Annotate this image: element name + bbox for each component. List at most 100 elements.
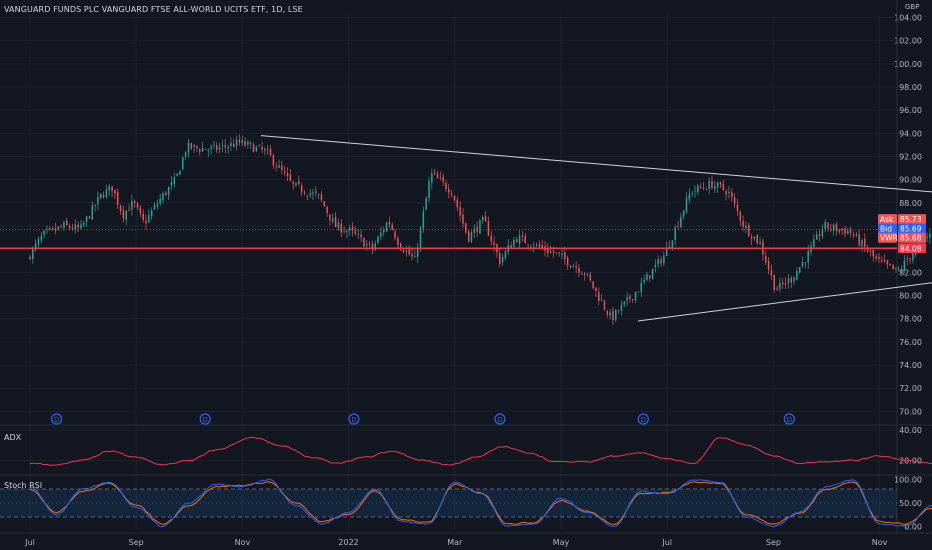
candle-up — [80, 224, 82, 229]
candle-up — [159, 198, 161, 204]
dividend-marker-label: D — [203, 416, 208, 424]
candle-up — [382, 230, 385, 233]
candle-up — [176, 173, 178, 176]
candle-up — [821, 229, 824, 236]
candle-up — [332, 218, 334, 222]
candle-up — [665, 247, 668, 257]
candle-down — [668, 246, 671, 248]
candle-down — [765, 256, 767, 263]
candle-down — [547, 248, 549, 253]
candle-up — [651, 268, 654, 280]
candle-down — [781, 282, 784, 284]
candle-down — [499, 253, 501, 264]
time-tick-label: May — [553, 538, 570, 547]
candle-up — [295, 182, 297, 186]
candle-down — [869, 251, 872, 252]
candle-up — [691, 193, 693, 194]
candle-down — [578, 267, 580, 273]
candle-up — [646, 274, 648, 281]
candle-down — [632, 299, 634, 300]
lower-trendline — [637, 282, 932, 322]
candle-down — [462, 214, 464, 224]
candle-up — [479, 220, 481, 234]
candle-up — [929, 233, 931, 238]
candle-down — [589, 274, 592, 281]
candle-down — [281, 165, 283, 171]
candle-up — [431, 173, 433, 183]
candle-up — [824, 221, 826, 230]
candle-up — [728, 191, 730, 194]
candle-up — [615, 309, 617, 320]
candle-up — [470, 232, 473, 243]
candle-down — [232, 143, 235, 147]
candle-down — [844, 228, 846, 234]
time-tick-label: Sep — [129, 538, 144, 547]
candle-up — [847, 230, 849, 235]
stoch-d-line — [29, 481, 932, 526]
candle-down — [54, 228, 57, 231]
candle-down — [142, 213, 144, 220]
candle-down — [677, 226, 679, 228]
time-tick-label: Jul — [24, 538, 35, 547]
stoch-tick-label: 50.00 — [899, 499, 922, 508]
currency-label: GBP — [905, 3, 920, 11]
candle-down — [719, 182, 722, 185]
candle-up — [654, 264, 657, 268]
candle-up — [167, 187, 170, 196]
candle-down — [136, 203, 139, 208]
candle-down — [165, 192, 167, 195]
candle-up — [549, 251, 552, 253]
price-tick-label: 72.00 — [899, 384, 922, 393]
adx-tick-label: 40.00 — [899, 426, 922, 435]
candle-up — [482, 216, 484, 221]
candle-down — [351, 226, 354, 231]
candle-up — [221, 144, 224, 146]
candle-down — [530, 246, 532, 248]
candle-down — [439, 177, 442, 179]
dividend-marker — [783, 413, 795, 425]
candle-up — [600, 300, 603, 302]
candle-down — [269, 148, 272, 156]
candle-down — [699, 186, 702, 188]
upper-trendline — [260, 135, 932, 193]
candle-up — [838, 229, 841, 232]
candle-down — [408, 249, 410, 255]
candle-up — [125, 210, 127, 220]
candle-down — [244, 141, 246, 146]
candle-up — [148, 215, 150, 223]
candle-up — [150, 210, 153, 217]
candle-down — [190, 143, 193, 149]
candle-up — [156, 203, 159, 207]
candle-down — [705, 189, 708, 191]
candle-up — [609, 312, 611, 316]
candle-down — [116, 191, 119, 205]
candle-up — [230, 142, 232, 147]
candle-down — [575, 266, 577, 268]
candle-down — [66, 220, 68, 226]
candle-down — [750, 236, 753, 239]
candle-down — [139, 207, 142, 214]
candle-down — [436, 173, 439, 179]
candle-down — [592, 281, 594, 289]
candle-down — [849, 229, 852, 233]
candle-up — [247, 141, 249, 145]
candle-down — [300, 185, 303, 193]
candle-down — [648, 275, 651, 279]
candle-down — [224, 145, 227, 147]
candle-down — [773, 275, 775, 290]
candle-up — [787, 278, 790, 284]
bid-tag-label-box — [878, 223, 897, 234]
candle-up — [278, 165, 280, 168]
candle-up — [57, 226, 60, 230]
candle-down — [204, 148, 207, 150]
candle-down — [521, 235, 524, 237]
candle-up — [759, 242, 761, 244]
price-tick-label: 70.00 — [899, 407, 922, 416]
candle-up — [634, 292, 637, 301]
candle-up — [708, 181, 710, 189]
ask-tag-label-box — [878, 214, 897, 225]
candle-down — [340, 223, 343, 233]
candle-up — [184, 152, 187, 157]
candle-down — [595, 287, 597, 291]
